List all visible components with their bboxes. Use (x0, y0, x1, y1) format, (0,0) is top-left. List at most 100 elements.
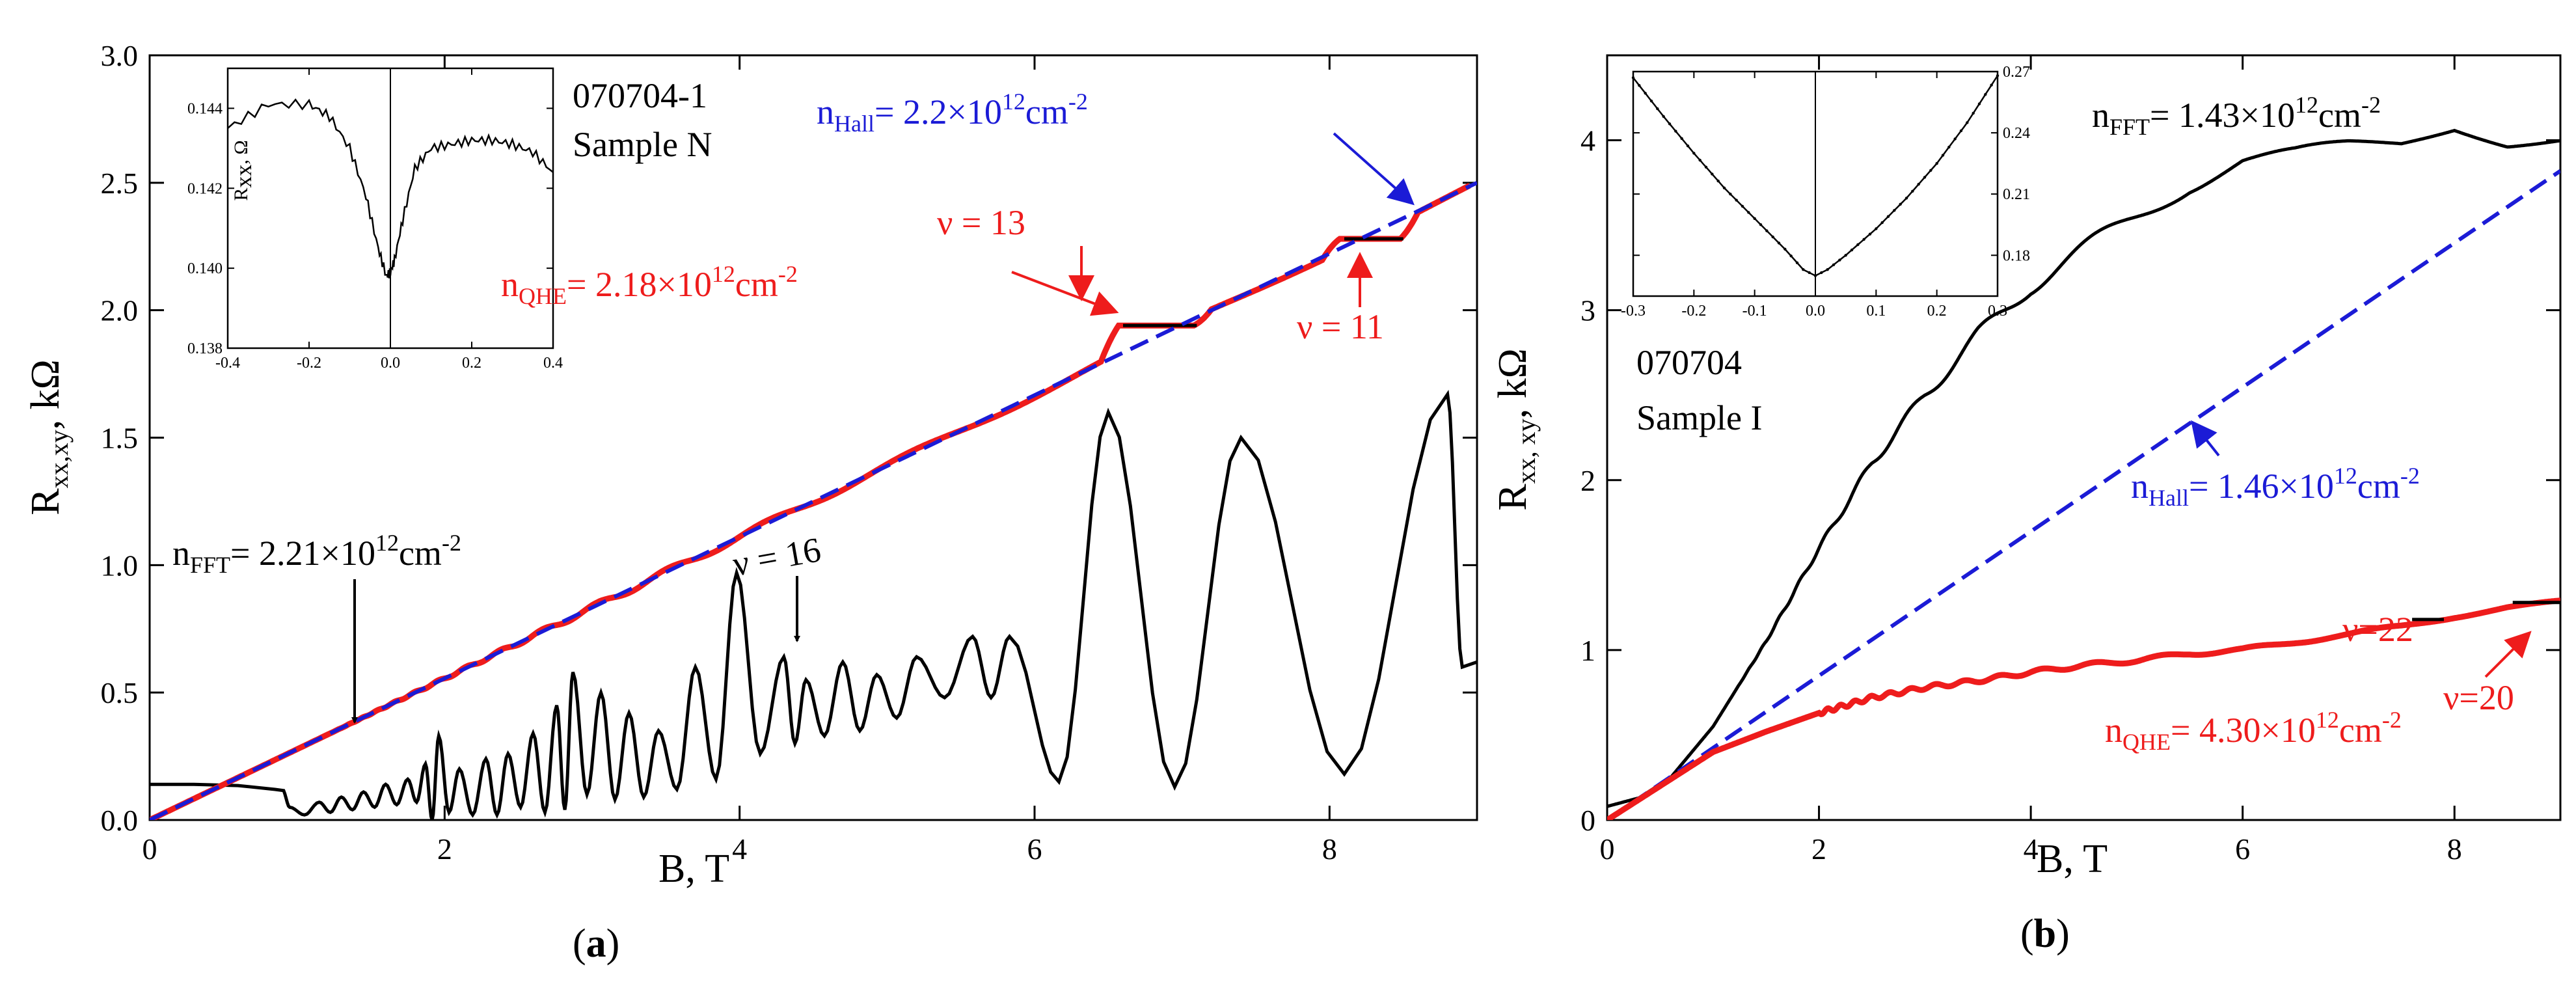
panel-a-ytick-label: 1.5 (101, 422, 139, 455)
panel-b-ylabel: Rxx, xy, kΩ (1491, 348, 1541, 510)
panel-b-label: (b) (2020, 912, 2070, 956)
panel-b-inset-point (1820, 271, 1823, 275)
panel-a-n-fft-label: nFFT= 2.21×1012cm-2 (172, 530, 461, 578)
panel-a-ytick-label: 3.0 (101, 39, 139, 72)
panel-b-n-hall-label: nHall= 1.46×1012cm-2 (2131, 463, 2420, 511)
panel-b-inset-point (1862, 238, 1865, 241)
panel-b-inset-point (1711, 172, 1714, 176)
panel-b-inset-point (1722, 186, 1726, 189)
panel-b-hall-line (1607, 169, 2560, 820)
panel-a-ytick-label: 1.0 (101, 549, 139, 582)
panel-b-rxx-line (1607, 128, 2560, 808)
panel-b-inset-xtick-label: 0.1 (1866, 303, 1886, 320)
panel-b-inset-ytick-label: 0.24 (2003, 125, 2030, 142)
panel-a-inset: -0.4 -0.2 0.0 0.2 0.4 0.138 0.140 0.142 0.144 Rx… (187, 67, 563, 372)
panel-b-inset-point (1868, 232, 1872, 236)
panel-b-inset-point (1911, 189, 1914, 193)
panel-a-inset-ylabel: Rxx, Ω (230, 140, 256, 200)
panel-b-nu20-arrow (2484, 631, 2532, 678)
panel-b-inset-content: -0.3 -0.2 -0.1 0.0 0.1 0.2 0.3 0.18 0.21 0.24 0.27 (1621, 64, 2030, 320)
panel-b-inset-point (1953, 137, 1957, 141)
panel-b-inset-point (1638, 84, 1641, 87)
panel-b-nu20-label: ν=20 (2443, 678, 2514, 717)
panel-a-inset-xtick-label: 0.2 (462, 355, 481, 372)
panel-b-inset-point (1875, 227, 1878, 230)
panel-b-inset-point (1838, 258, 1841, 262)
panel-b-inset-point (1729, 192, 1732, 196)
panel-b-inset-xtick-label: 0.2 (1927, 303, 1947, 320)
panel-b-inset-point (1656, 107, 1659, 111)
panel-a-xtick-label: 2 (437, 832, 452, 866)
panel-a-axis-ticks: 0 2 4 6 8 0.0 0.5 1.0 1.5 2.0 2.5 3.0 (101, 39, 1477, 866)
panel-a-nu13-label: ν = 13 (937, 203, 1025, 242)
panel-b-inset-point (1668, 122, 1672, 126)
panel-a-curves (150, 181, 1477, 820)
panel-b-sample-name: Sample I (1636, 398, 1762, 437)
panel-a-xtick-label: 4 (732, 832, 747, 866)
panel-b-inset-point (1996, 74, 2000, 77)
panel-b-inset-point (1941, 154, 1945, 157)
panel-b-n-hall-arrow (2191, 420, 2220, 457)
panel-b-inset-point (1856, 243, 1860, 247)
panel-b-inset-point (1850, 248, 1854, 252)
panel-b-sample-id: 070704 (1636, 343, 1742, 382)
panel-b-inset-point (1832, 263, 1836, 267)
panel-a-hall-line (150, 181, 1477, 820)
panel-a-inset-xtick-label: -0.2 (297, 355, 321, 372)
panel-b-inset-point (1795, 261, 1799, 264)
panel-b-inset-point (1698, 158, 1702, 162)
panel-b-inset-point (1753, 217, 1756, 221)
panel-b-inset: -0.3 -0.2 -0.1 0.0 0.1 0.2 0.3 0.18 0.21 0.24 0.27 (1621, 64, 2030, 320)
panel-b-inset-point (1674, 130, 1677, 133)
panel-a-inset-xtick-label: 0.4 (543, 355, 563, 372)
panel-b-inset-point (1808, 271, 1811, 275)
panel-b-inset-point (1686, 144, 1690, 148)
panel-b-inset-point (1947, 145, 1951, 149)
panel-b-ytick-label: 3 (1580, 294, 1595, 327)
panel-a-rxx-line (150, 390, 1477, 820)
panel-a-inset-content: -0.4 -0.2 0.0 0.2 0.4 0.138 0.140 0.142 0.144 (187, 68, 563, 372)
panel-b-inset-point (1972, 111, 1975, 115)
panel-b-ytick-label: 0 (1580, 804, 1595, 837)
panel-a-nu16-label: ν = 16 (730, 530, 824, 584)
panel-a-label: (a) (573, 922, 619, 966)
panel-b-inset-point (1802, 268, 1805, 271)
panel-b-xtick-label: 8 (2447, 832, 2462, 866)
panel-b-inset-point (1649, 99, 1653, 103)
panel-b-inset-xtick-label: 0.3 (1988, 303, 2007, 320)
panel-b-inset-point (1741, 204, 1744, 208)
panel-b-nu22-label: ν=22 (2342, 610, 2413, 649)
panel-b-inset-point (1789, 254, 1793, 258)
panel-b-inset-point (1977, 102, 1981, 105)
panel-b-inset-xtick-label: -0.1 (1742, 303, 1767, 320)
panel-b-inset-point (1917, 182, 1920, 186)
panel-b-inset-ytick-label: 0.27 (2003, 64, 2030, 81)
panel-b-inset-point (1680, 137, 1683, 141)
panel-a-sample-name: Sample N (573, 125, 712, 164)
panel-b-inset-point (1631, 76, 1635, 79)
panel-a-inset-xtick-label: 0.0 (381, 355, 400, 372)
panel-a-inset-ytick-label: 0.138 (187, 340, 223, 357)
panel-b-xtick-label: 0 (1600, 832, 1615, 866)
panel-b-curves (1607, 128, 2560, 820)
panel-b-xtick-label: 4 (2024, 832, 2039, 866)
panel-b-inset-point (1704, 165, 1708, 169)
panel-b-rxy-line (1607, 597, 2560, 820)
panel-a-n-hall-label: nHall= 2.2×1012cm-2 (817, 89, 1088, 137)
panel-b-n-fft-label: nFFT= 1.43×1012cm-2 (2092, 92, 2381, 140)
panel-a-xtick-label: 0 (142, 832, 157, 866)
panel-a-ytick-label: 0.0 (101, 804, 139, 837)
panel-b-inset-point (1783, 247, 1787, 251)
panel-a-xtick-label: 8 (1322, 832, 1337, 866)
panel-b-inset-ytick-label: 0.21 (2003, 186, 2030, 203)
panel-b-inset-point (1759, 223, 1763, 226)
panel-a-xtick-label: 6 (1027, 832, 1042, 866)
panel-b-inset-point (1923, 176, 1927, 179)
panel-b-xtick-label: 6 (2235, 832, 2250, 866)
panel-b-inset-point (1844, 254, 1847, 257)
panel-b-inset-point (1905, 197, 1908, 200)
panel-a-ytick-label: 2.0 (101, 294, 139, 327)
panel-b-inset-point (1644, 92, 1647, 95)
